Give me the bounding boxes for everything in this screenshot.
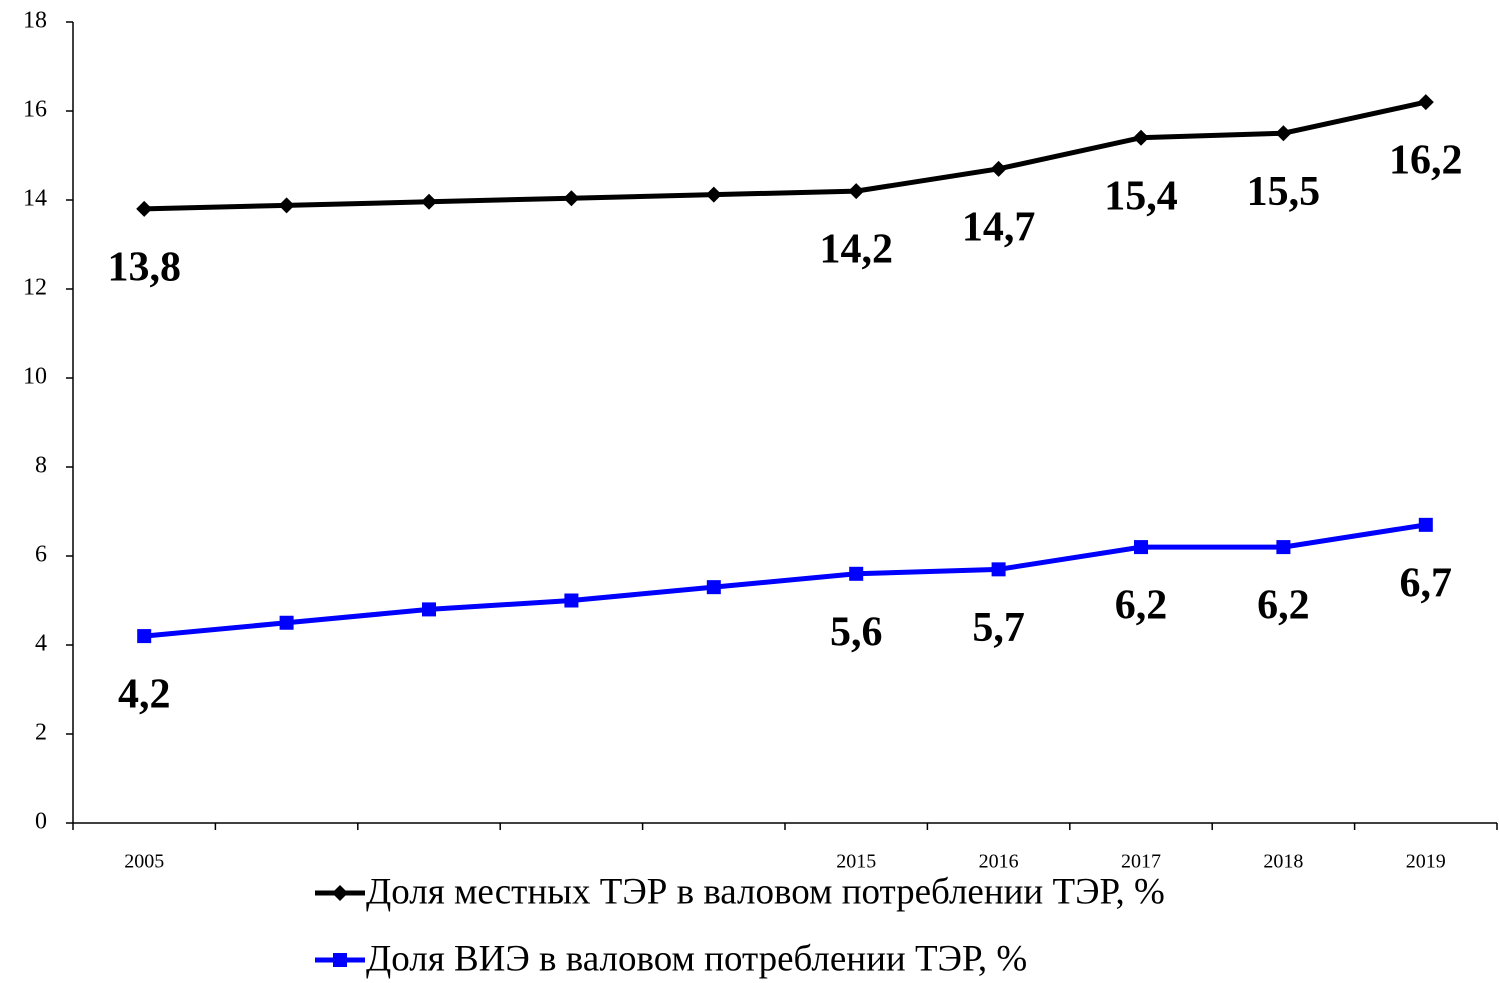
value-label: 15,4 bbox=[1104, 173, 1178, 219]
point bbox=[1276, 540, 1291, 555]
y-tick-label: 0 bbox=[35, 809, 47, 835]
point bbox=[137, 629, 152, 644]
legend-marker bbox=[333, 953, 347, 967]
legend-label: Доля ВИЭ в валовом потреблении ТЭР, % bbox=[366, 938, 1027, 979]
series-line bbox=[144, 99, 1427, 212]
point bbox=[849, 566, 864, 581]
y-tick-label: 6 bbox=[35, 542, 47, 568]
value-label: 16,2 bbox=[1389, 138, 1463, 184]
point bbox=[421, 193, 437, 210]
point bbox=[422, 602, 436, 617]
y-tick-label: 8 bbox=[35, 453, 47, 479]
y-tick-label: 4 bbox=[35, 631, 47, 657]
point bbox=[1418, 517, 1433, 532]
legend-marker bbox=[332, 885, 348, 901]
x-tick-label: 2017 bbox=[1121, 851, 1161, 873]
y-tick-label: 2 bbox=[35, 720, 47, 746]
point bbox=[1134, 540, 1148, 555]
point bbox=[278, 197, 295, 214]
value-label: 14,2 bbox=[819, 227, 893, 273]
y-tick-label: 16 bbox=[23, 97, 47, 123]
point bbox=[563, 190, 580, 207]
point bbox=[705, 186, 722, 203]
point bbox=[136, 200, 153, 217]
value-label: 6,7 bbox=[1400, 560, 1453, 606]
x-tick-label: 2016 bbox=[979, 851, 1019, 873]
value-label: 4,2 bbox=[118, 672, 171, 718]
y-tick-label: 10 bbox=[23, 364, 47, 390]
value-label: 6,2 bbox=[1115, 583, 1168, 629]
x-tick-label: 2019 bbox=[1406, 851, 1446, 873]
value-label: 5,7 bbox=[972, 605, 1025, 651]
x-tick-label: 2018 bbox=[1263, 851, 1303, 873]
y-tick-label: 14 bbox=[23, 186, 47, 212]
point bbox=[848, 183, 865, 200]
value-label: 6,2 bbox=[1257, 583, 1310, 629]
y-tick-label: 18 bbox=[23, 8, 47, 34]
value-label: 5,6 bbox=[830, 609, 883, 655]
point bbox=[990, 160, 1007, 177]
legend-label: Доля местных ТЭР в валовом потреблении Т… bbox=[366, 871, 1165, 912]
y-tick-label: 12 bbox=[23, 275, 47, 301]
series-line bbox=[143, 522, 1427, 639]
point bbox=[1417, 94, 1434, 111]
x-tick-label: 2015 bbox=[836, 851, 876, 873]
point bbox=[1275, 125, 1292, 142]
value-label: 14,7 bbox=[962, 204, 1036, 250]
point bbox=[706, 580, 721, 595]
point bbox=[564, 593, 579, 608]
point bbox=[1133, 129, 1149, 146]
value-label: 13,8 bbox=[107, 245, 181, 291]
point bbox=[991, 562, 1006, 577]
point bbox=[279, 615, 294, 630]
x-tick-label: 2005 bbox=[124, 851, 164, 873]
value-label: 15,5 bbox=[1247, 169, 1321, 215]
